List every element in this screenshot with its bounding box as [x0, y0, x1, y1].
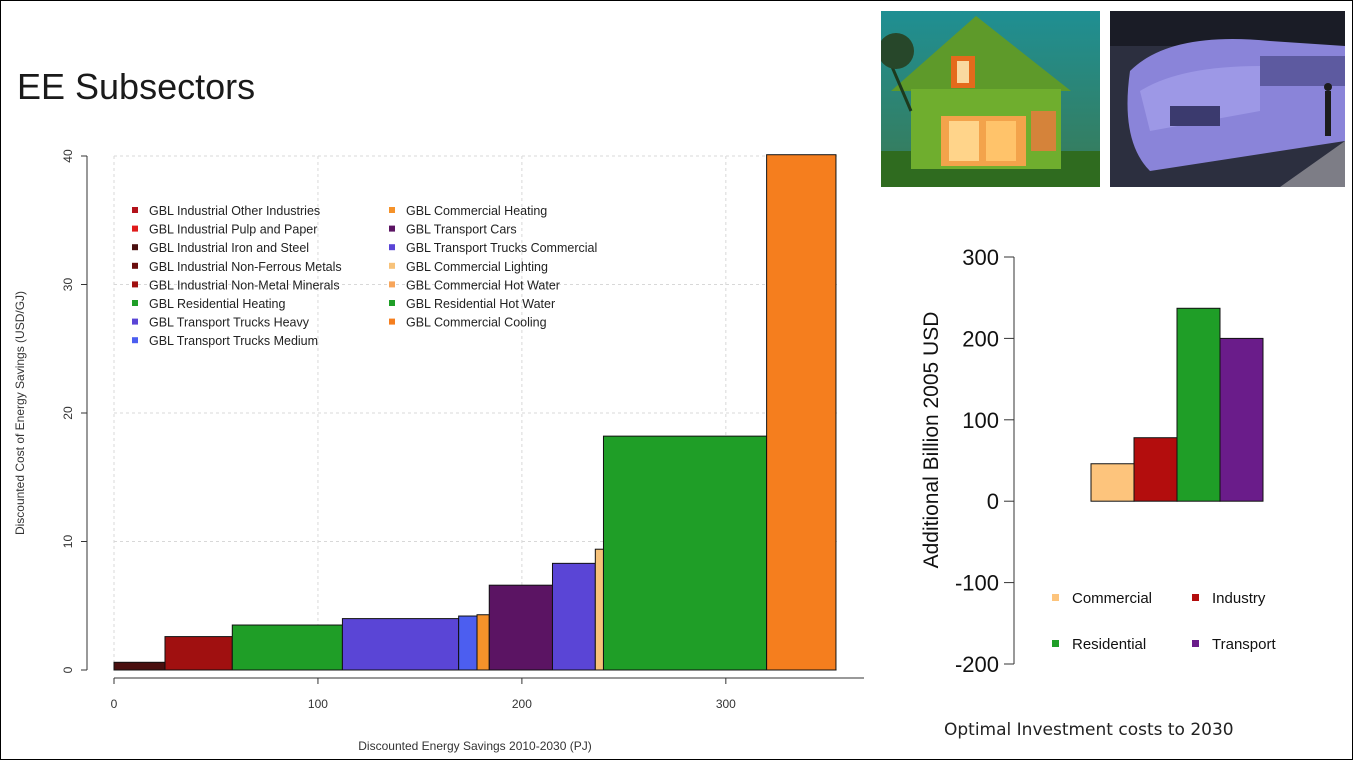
bar-2 [1090, 463, 1135, 502]
legend-swatch [389, 281, 395, 288]
legend-swatch [389, 300, 395, 306]
caption: Optimal Investment costs to 2030 [944, 720, 1234, 740]
train-photo [1110, 11, 1345, 187]
bar-2 [1219, 337, 1264, 502]
legend-label: GBL Commercial Cooling [406, 316, 547, 330]
slide-title: EE Subsectors [17, 66, 256, 107]
bar [458, 615, 478, 671]
y-tick-label: 0 [61, 666, 75, 673]
bar [476, 614, 490, 671]
legend-label: GBL Transport Trucks Commercial [406, 241, 597, 255]
bar [488, 584, 553, 671]
y-tick-label-2: -200 [955, 652, 999, 677]
legend-label: GBL Commercial Hot Water [406, 278, 560, 292]
legend-label: GBL Transport Cars [406, 223, 517, 237]
legend-label: GBL Industrial Non-Metal Minerals [149, 278, 340, 292]
legend-swatch [389, 262, 395, 269]
x-axis-label: Discounted Energy Savings 2010-2030 (PJ) [358, 739, 591, 753]
legend-swatch [389, 318, 395, 325]
legend-swatch [389, 207, 395, 213]
bar [164, 636, 233, 671]
legend-label: GBL Industrial Non-Ferrous Metals [149, 260, 342, 274]
y-tick-label-2: 200 [962, 326, 999, 351]
x-tick-label: 200 [512, 697, 532, 711]
legend-label: GBL Transport Trucks Heavy [149, 316, 310, 330]
y-tick-label: 30 [61, 278, 75, 292]
bar [341, 618, 460, 671]
legend-swatch [132, 281, 138, 288]
legend-swatch-2 [1192, 640, 1199, 647]
y-tick-label-2: 0 [987, 489, 999, 514]
x-tick-label: 0 [111, 697, 118, 711]
legend-label-2: Residential [1072, 636, 1146, 653]
legend-swatch [389, 244, 395, 251]
y-axis-label: Discounted Cost of Energy Savings (USD/G… [13, 291, 27, 535]
bar [113, 661, 166, 671]
y-axis-label-2: Additional Billion 2005 USD [920, 312, 943, 569]
bar-2 [1133, 437, 1178, 502]
legend-label: GBL Industrial Other Industries [149, 204, 320, 218]
legend-swatch [132, 225, 138, 232]
bar [602, 435, 768, 671]
y-tick-label: 20 [61, 406, 75, 420]
legend-swatch [132, 207, 138, 213]
green-house-photo [881, 11, 1100, 187]
bar [551, 562, 596, 671]
legend-label: GBL Transport Trucks Medium [149, 334, 318, 348]
legend-label: GBL Industrial Iron and Steel [149, 241, 309, 255]
legend-label-2: Industry [1212, 590, 1266, 607]
legend-swatch [132, 337, 138, 344]
legend-swatch [389, 225, 395, 232]
bar [766, 154, 837, 671]
y-tick-label: 10 [61, 535, 75, 549]
legend-label: GBL Residential Hot Water [406, 297, 555, 311]
legend-label: GBL Residential Heating [149, 297, 285, 311]
x-tick-label: 100 [308, 697, 328, 711]
y-tick-label-2: -100 [955, 571, 999, 596]
legend-label: GBL Commercial Lighting [406, 260, 548, 274]
y-tick-label-2: 300 [962, 245, 999, 270]
legend-label-2: Transport [1212, 636, 1276, 653]
legend-swatch-2 [1052, 640, 1059, 647]
legend-label: GBL Industrial Pulp and Paper [149, 223, 317, 237]
x-tick-label: 300 [716, 697, 736, 711]
bar [594, 548, 604, 671]
y-tick-label: 40 [61, 149, 75, 163]
bar-2 [1176, 307, 1221, 502]
legend-swatch [132, 318, 138, 325]
legend-swatch [132, 262, 138, 269]
legend-label: GBL Commercial Heating [406, 204, 547, 218]
legend-swatch [132, 300, 138, 306]
bar [231, 624, 343, 671]
legend-label-2: Commercial [1072, 590, 1152, 607]
legend-swatch-2 [1052, 594, 1059, 601]
legend-swatch-2 [1192, 594, 1199, 601]
legend-swatch [132, 244, 138, 251]
y-tick-label-2: 100 [962, 408, 999, 433]
